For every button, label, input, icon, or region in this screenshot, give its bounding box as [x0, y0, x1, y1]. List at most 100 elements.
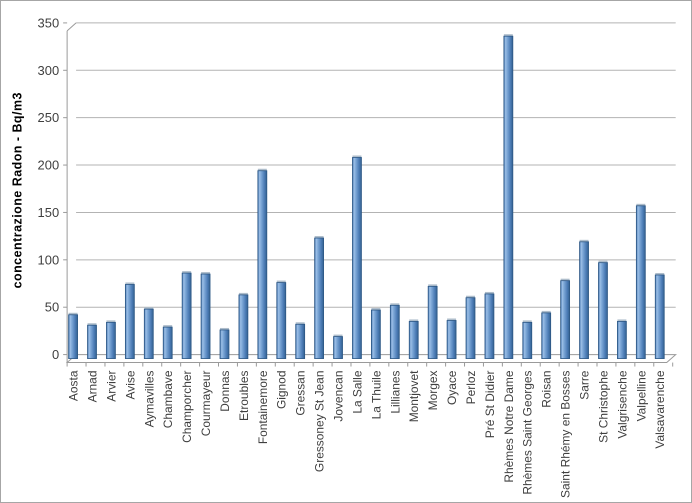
bar-cap [163, 325, 173, 328]
bar [408, 321, 419, 359]
y-tick-label: 50 [45, 300, 59, 315]
bar-cap [125, 282, 135, 285]
y-tick-label: 150 [38, 205, 60, 220]
y-axis-title: concentrazione Radon - Bq/m3 [10, 92, 24, 288]
bar [143, 308, 154, 359]
x-tick-label: Oyace [445, 370, 459, 405]
bar-cap [409, 319, 419, 322]
x-tick-label: Pré St Didier [483, 371, 497, 439]
bar [333, 336, 343, 359]
bar-cap [447, 318, 457, 321]
y-tick-label: 350 [38, 15, 60, 30]
bar [295, 323, 306, 359]
bar-cap [503, 34, 513, 37]
axes [63, 22, 68, 363]
x-tick-label: Avise [123, 370, 137, 399]
bar [276, 282, 287, 359]
bar [68, 314, 78, 359]
bar [484, 293, 495, 359]
bar [503, 35, 514, 359]
bar-cap [220, 327, 229, 330]
x-tick-label: Courmayeur [199, 371, 213, 437]
bar [541, 312, 552, 359]
y-tick-label: 300 [38, 63, 60, 78]
bar-cap [428, 284, 438, 287]
y-tick-label: 200 [38, 158, 60, 173]
x-axis-labels: Aosta Arnad Arvier Avise Aymavilles Chambave C… [67, 370, 668, 498]
x-tick-label: Sarre [578, 370, 592, 400]
x-tick-label: Valpelline [634, 370, 648, 421]
bar-cap [238, 292, 248, 295]
x-tick-label: Champorcher [180, 371, 194, 443]
bar-cap [333, 334, 343, 337]
x-tick-label: Gressan [294, 371, 308, 416]
bar-cap [87, 323, 97, 326]
bar [106, 321, 116, 359]
x-tick-label: Fontainemore [256, 370, 270, 444]
bar-cap [276, 280, 286, 283]
x-tick-label: Jovencan [332, 371, 346, 422]
bar [579, 241, 589, 359]
x-tick-label: Etroubles [237, 370, 251, 420]
x-tick-label: Valgrisenche [615, 370, 629, 438]
bar-cap [541, 310, 551, 313]
bar-cap [636, 203, 646, 206]
x-tick-label: Montjovet [407, 370, 421, 422]
bar-cap [295, 322, 305, 325]
bar [635, 205, 646, 359]
bar-cap [352, 155, 362, 158]
y-tick-label: 250 [38, 110, 60, 125]
bar [446, 320, 457, 359]
bar [352, 157, 362, 359]
x-tick-label: Arvier [104, 371, 118, 402]
x-tick-label: Arnad [85, 371, 99, 403]
bar [598, 262, 608, 359]
x-tick-label: Aosta [67, 370, 81, 401]
y-tick-label: 100 [38, 252, 60, 267]
y-tick-label: 0 [52, 347, 59, 362]
bar-cap [466, 295, 475, 298]
bar [371, 309, 381, 359]
bar-series [68, 34, 665, 359]
gridlines [76, 22, 676, 308]
bar [181, 272, 192, 359]
bar-cap [522, 320, 532, 323]
bar [219, 329, 230, 359]
x-tick-label: Chambave [161, 370, 175, 428]
bar-cap [560, 278, 570, 281]
bar-cap [371, 308, 381, 311]
x-tick-label: La Salle [350, 370, 364, 414]
x-tick-label: Morgex [426, 371, 440, 411]
bar [654, 274, 665, 359]
x-tick-label: Gignod [275, 371, 289, 410]
bar-cap [182, 271, 192, 274]
x-tick-label: Gressoney St Jean [313, 371, 327, 473]
x-tick-label: Lillianes [388, 371, 402, 414]
bar-cap [68, 312, 78, 315]
bar [200, 273, 211, 359]
bar-cap [617, 319, 627, 322]
x-tick-label: La Thuile [369, 370, 383, 419]
bar-cap [144, 307, 154, 310]
x-axis-ticks [66, 362, 674, 367]
bar [389, 304, 400, 359]
bar [617, 321, 627, 359]
bar [465, 297, 476, 359]
bar-cap [201, 272, 211, 275]
x-tick-label: Perloz [464, 371, 478, 405]
top-bevel-line [66, 22, 77, 32]
bar [257, 170, 268, 359]
bar [238, 294, 249, 359]
bar-cap [390, 303, 400, 306]
bar-cap [579, 239, 589, 242]
bar-cap [314, 236, 324, 239]
x-tick-label: Rhèmes Notre Dame [502, 370, 516, 482]
x-tick-label: Aymavilles [142, 371, 156, 428]
y-axis-labels: 0 50 100 150 200 250 300 350 [38, 15, 60, 362]
bar-cap [598, 260, 608, 263]
bar-cap [484, 291, 494, 294]
x-tick-label: St Christophe [596, 370, 610, 443]
bar [162, 326, 173, 359]
